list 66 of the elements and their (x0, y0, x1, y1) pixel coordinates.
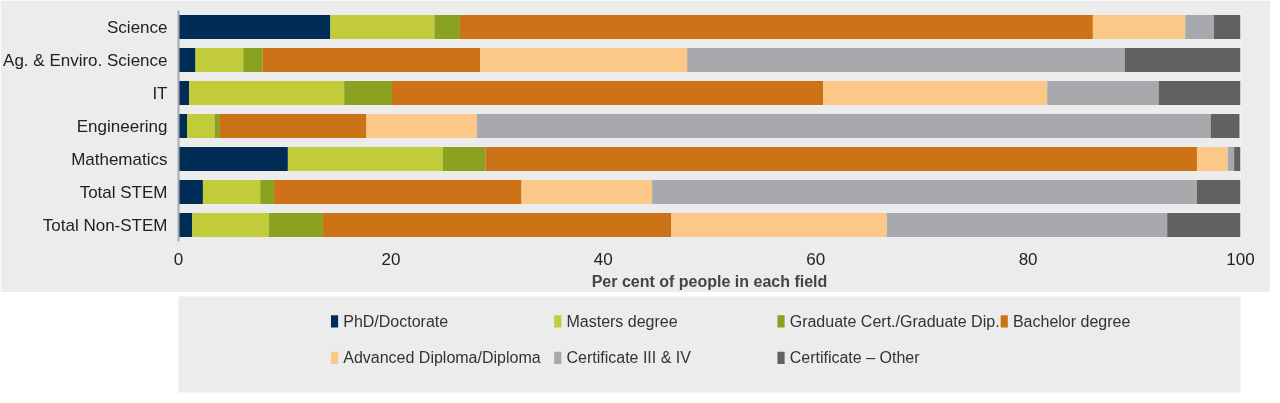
legend-label: Graduate Cert./Graduate Dip. (789, 312, 1000, 330)
bar (1210, 114, 1240, 138)
bar (178, 147, 288, 171)
y-tick-label: Total Non-STEM (42, 215, 168, 235)
bar (1185, 15, 1214, 39)
y-tick-label: Ag. & Enviro. Science (3, 50, 168, 70)
bar (214, 114, 220, 138)
bar (434, 15, 460, 39)
x-tick-label: 100 (1226, 249, 1255, 269)
bar (268, 213, 323, 237)
bar (1124, 48, 1241, 72)
legend-label: Bachelor degree (1012, 312, 1131, 330)
bar (287, 147, 443, 171)
bar (366, 114, 477, 138)
bar (442, 147, 486, 171)
bar (823, 81, 1048, 105)
x-tick-label: 40 (593, 249, 613, 269)
legend-label: Advanced Diploma/Diploma (343, 349, 541, 367)
y-tick-label: Mathematics (71, 149, 168, 169)
bar (187, 114, 215, 138)
bar (1196, 180, 1241, 204)
bar (476, 114, 1211, 138)
bar (391, 81, 824, 105)
bar (480, 48, 688, 72)
bar (189, 81, 345, 105)
y-tick-label: Science (107, 17, 168, 37)
legend-label: Certificate III & IV (566, 349, 692, 367)
bar (886, 213, 1168, 237)
bar (1092, 15, 1186, 39)
bar (671, 213, 887, 237)
bar (1213, 15, 1241, 39)
y-tick-label: IT (152, 83, 168, 103)
bar (219, 114, 367, 138)
bar (687, 48, 1125, 72)
bar (192, 213, 269, 237)
bar (178, 15, 331, 39)
bar (262, 48, 481, 72)
bar (652, 180, 1197, 204)
bar (1047, 81, 1159, 105)
bar (330, 15, 435, 39)
x-tick-label: 0 (173, 249, 184, 269)
bar (344, 81, 392, 105)
legend-label: PhD/Doctorate (343, 312, 449, 330)
y-tick-label: Total STEM (79, 182, 168, 202)
bar (485, 147, 1197, 171)
bar (1234, 147, 1241, 171)
bar (243, 48, 263, 72)
x-axis-title: Per cent of people in each field (591, 272, 828, 290)
bar (195, 48, 244, 72)
bar (260, 180, 275, 204)
bar (322, 213, 672, 237)
bar (459, 15, 1093, 39)
x-tick-label: 20 (381, 249, 401, 269)
y-tick-label: Engineering (76, 116, 168, 136)
bar (202, 180, 261, 204)
bar (274, 180, 522, 204)
legend-label: Masters degree (566, 312, 678, 330)
bar (1167, 213, 1241, 237)
x-tick-label: 60 (806, 249, 826, 269)
bar (1227, 147, 1235, 171)
bar (178, 180, 203, 204)
bar (1196, 147, 1228, 171)
bar (1158, 81, 1241, 105)
bar (521, 180, 653, 204)
legend-label: Certificate – Other (789, 349, 921, 367)
x-tick-label: 80 (1018, 249, 1038, 269)
